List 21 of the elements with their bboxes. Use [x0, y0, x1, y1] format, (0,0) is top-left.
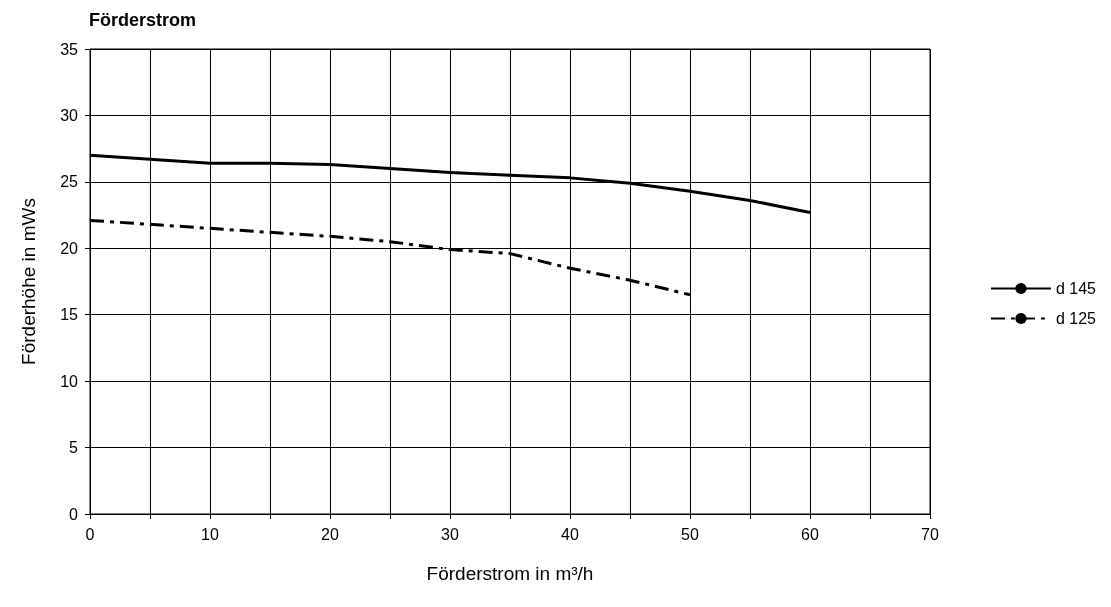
legend-label: d 145: [1055, 280, 1097, 297]
x-tick-label: 40: [561, 525, 579, 543]
x-axis-title: Förderstrom in m³/h: [426, 563, 594, 584]
y-tick-label: 35: [60, 40, 79, 58]
chart-title: Förderstrom: [89, 10, 197, 30]
x-tick-label: 10: [201, 525, 219, 543]
y-tick-label: 0: [69, 505, 79, 523]
x-tick-label: 30: [441, 525, 459, 543]
y-tick-label: 20: [60, 239, 79, 257]
x-tick-label: 0: [85, 525, 95, 543]
x-tick-label: 20: [321, 525, 339, 543]
y-axis-title: Förderhöhe in mWs: [18, 198, 39, 365]
y-tick-label: 30: [60, 106, 79, 124]
y-tick-label: 15: [60, 306, 79, 324]
x-tick-label: 70: [921, 525, 939, 543]
x-tick-label: 60: [801, 525, 819, 543]
y-tick-label: 10: [60, 372, 79, 390]
x-tick-label: 50: [681, 525, 699, 543]
y-tick-label: 5: [69, 439, 79, 457]
y-tick-label: 25: [60, 173, 79, 191]
legend-label: d 125: [1055, 310, 1097, 327]
